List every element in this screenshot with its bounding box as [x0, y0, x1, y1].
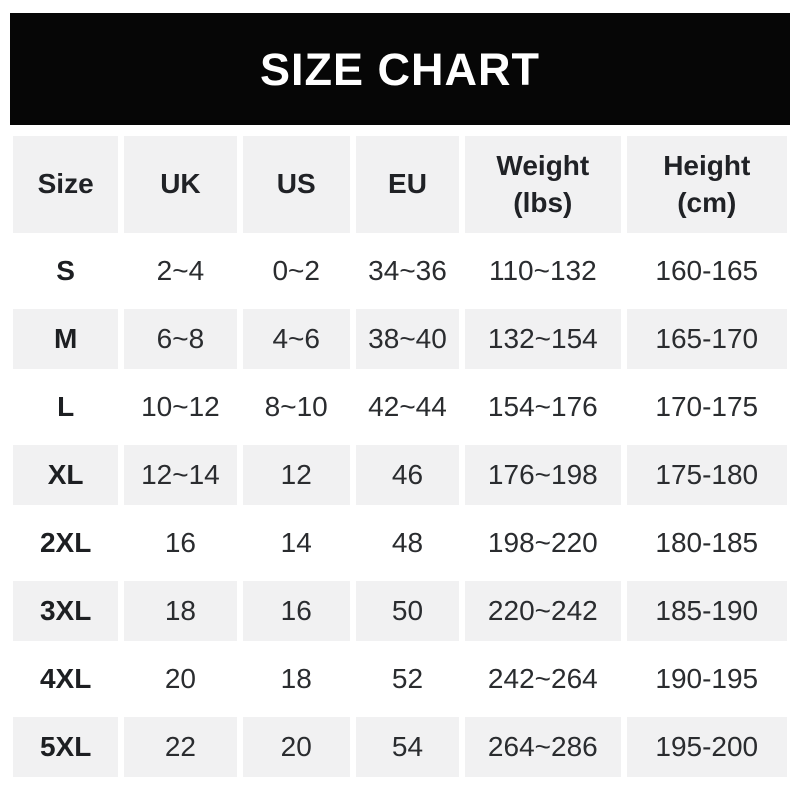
height-header-line2: (cm) [677, 186, 737, 218]
uk-cell: 16 [124, 513, 237, 573]
us-cell: 20 [242, 717, 350, 777]
uk-cell: 20 [124, 649, 237, 709]
column-header-uk: UK [124, 136, 237, 233]
table-row-l: L 10~12 8~10 42~44 154~176 170-175 [13, 377, 787, 437]
weight-cell: 154~176 [465, 377, 621, 437]
height-cell: 170-175 [626, 377, 787, 437]
us-cell: 16 [242, 581, 350, 641]
height-cell: 180-185 [626, 513, 787, 573]
eu-cell: 34~36 [355, 241, 460, 301]
size-cell: S [13, 241, 119, 301]
eu-cell: 48 [355, 513, 460, 573]
column-header-size: Size [13, 136, 119, 233]
table-row-4xl: 4XL 20 18 52 242~264 190-195 [13, 649, 787, 709]
size-cell: L [13, 377, 119, 437]
height-cell: 175-180 [626, 445, 787, 505]
uk-cell: 18 [124, 581, 237, 641]
size-cell: XL [13, 445, 119, 505]
weight-cell: 110~132 [465, 241, 621, 301]
table-row-s: S 2~4 0~2 34~36 110~132 160-165 [13, 241, 787, 301]
uk-cell: 2~4 [124, 241, 237, 301]
eu-cell: 46 [355, 445, 460, 505]
uk-cell: 6~8 [124, 309, 237, 369]
eu-cell: 42~44 [355, 377, 460, 437]
uk-cell: 10~12 [124, 377, 237, 437]
size-cell: M [13, 309, 119, 369]
table-row-2xl: 2XL 16 14 48 198~220 180-185 [13, 513, 787, 573]
eu-cell: 54 [355, 717, 460, 777]
us-cell: 4~6 [242, 309, 350, 369]
size-chart-banner: SIZE CHART [10, 13, 790, 125]
table-row-3xl: 3XL 18 16 50 220~242 185-190 [13, 581, 787, 641]
us-cell: 18 [242, 649, 350, 709]
column-header-weight: Weight (lbs) [465, 136, 621, 233]
table-row-5xl: 5XL 22 20 54 264~286 195-200 [13, 717, 787, 777]
eu-cell: 50 [355, 581, 460, 641]
height-header-line1: Height [663, 150, 751, 182]
weight-cell: 176~198 [465, 445, 621, 505]
height-cell: 160-165 [626, 241, 787, 301]
height-cell: 185-190 [626, 581, 787, 641]
height-cell: 190-195 [626, 649, 787, 709]
weight-cell: 264~286 [465, 717, 621, 777]
size-cell: 4XL [13, 649, 119, 709]
column-header-eu: EU [355, 136, 460, 233]
column-header-height: Height (cm) [626, 136, 787, 233]
size-cell: 5XL [13, 717, 119, 777]
table-header-row: Size UK US EU Weight (lbs) Height (cm) [13, 136, 787, 233]
weight-cell: 242~264 [465, 649, 621, 709]
weight-cell: 132~154 [465, 309, 621, 369]
weight-cell: 220~242 [465, 581, 621, 641]
size-chart-table: Size UK US EU Weight (lbs) Height (cm) S… [7, 128, 793, 785]
uk-cell: 22 [124, 717, 237, 777]
table-row-xl: XL 12~14 12 46 176~198 175-180 [13, 445, 787, 505]
page-title: SIZE CHART [260, 43, 540, 95]
height-cell: 165-170 [626, 309, 787, 369]
table-row-m: M 6~8 4~6 38~40 132~154 165-170 [13, 309, 787, 369]
column-header-us: US [242, 136, 350, 233]
us-cell: 8~10 [242, 377, 350, 437]
us-cell: 0~2 [242, 241, 350, 301]
size-cell: 2XL [13, 513, 119, 573]
uk-cell: 12~14 [124, 445, 237, 505]
size-cell: 3XL [13, 581, 119, 641]
weight-header-line1: Weight [496, 150, 590, 182]
weight-cell: 198~220 [465, 513, 621, 573]
eu-cell: 52 [355, 649, 460, 709]
height-cell: 195-200 [626, 717, 787, 777]
us-cell: 14 [242, 513, 350, 573]
weight-header-line2: (lbs) [513, 186, 573, 218]
eu-cell: 38~40 [355, 309, 460, 369]
us-cell: 12 [242, 445, 350, 505]
